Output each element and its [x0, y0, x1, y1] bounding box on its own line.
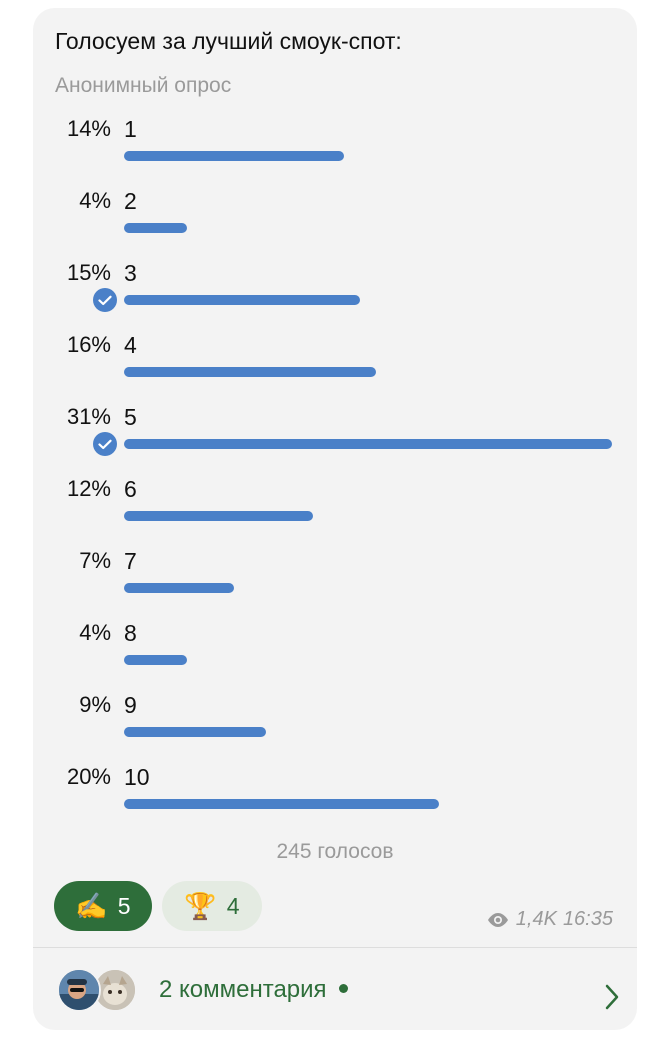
poll-option[interactable]: 16% 4: [33, 332, 637, 394]
comments-button[interactable]: 2 комментария: [33, 948, 637, 1030]
option-result-bar: [124, 511, 313, 521]
reaction-trophy[interactable]: 🏆 4: [162, 881, 262, 931]
poll-title: Голосуем за лучший смоук-спот:: [55, 28, 402, 54]
option-label: 4: [124, 332, 137, 358]
reaction-count: 5: [117, 892, 131, 919]
comments-label: 2 комментария: [159, 976, 348, 1004]
chevron-right-icon: [605, 984, 619, 1010]
poll-option[interactable]: 20% 10: [33, 764, 637, 826]
option-result-bar: [124, 151, 344, 161]
option-percent: 20%: [66, 764, 111, 789]
message-meta: 1,4K 16:35: [486, 908, 613, 931]
option-result-bar: [124, 295, 360, 305]
checkmark-icon: [93, 288, 117, 312]
option-percent: 7%: [79, 548, 111, 573]
option-percent: 4%: [79, 620, 111, 645]
option-percent: 4%: [79, 188, 111, 213]
poll-option[interactable]: 12% 6: [33, 476, 637, 538]
checkmark-icon: [93, 432, 117, 456]
option-percent: 31%: [66, 404, 111, 429]
poll-total-votes: 245 голосов: [276, 840, 394, 863]
option-label: 5: [124, 404, 137, 430]
view-count: 1,4K: [515, 908, 557, 930]
option-label: 8: [124, 620, 137, 646]
poll-message-bubble: Голосуем за лучший смоук-спот: Анонимный…: [33, 8, 637, 1030]
option-result-bar: [124, 367, 376, 377]
option-label: 9: [124, 692, 137, 718]
option-result-bar: [124, 223, 187, 233]
option-result-bar: [124, 727, 266, 737]
option-label: 6: [124, 476, 137, 502]
option-percent: 12%: [66, 476, 111, 501]
option-percent: 15%: [66, 260, 111, 285]
option-label: 1: [124, 116, 137, 142]
option-label: 10: [124, 764, 150, 790]
poll-option[interactable]: 7% 7: [33, 548, 637, 610]
option-result-bar: [124, 439, 612, 449]
trophy-icon: 🏆: [184, 891, 217, 921]
option-label: 7: [124, 548, 137, 574]
option-percent: 14%: [66, 116, 111, 141]
poll-option[interactable]: 15% 3: [33, 260, 637, 322]
poll-option[interactable]: 4% 8: [33, 620, 637, 682]
poll-type-label: Анонимный опрос: [55, 74, 232, 97]
option-result-bar: [124, 583, 234, 593]
option-label: 2: [124, 188, 137, 214]
eye-icon: [487, 912, 508, 927]
poll-option[interactable]: 9% 9: [33, 692, 637, 754]
option-result-bar: [124, 799, 439, 809]
reaction-writing-hand[interactable]: ✍️ 5: [54, 881, 152, 931]
option-result-bar: [124, 655, 187, 665]
poll-option[interactable]: 14% 1: [33, 116, 637, 178]
option-percent: 16%: [66, 332, 111, 357]
message-time: 16:35: [562, 908, 613, 930]
comments-count-text: 2 комментария: [159, 976, 327, 1003]
reaction-count: 4: [226, 892, 240, 919]
unread-dot: [338, 984, 348, 994]
option-percent: 9%: [79, 692, 111, 717]
poll-option[interactable]: 4% 2: [33, 188, 637, 250]
writing-hand-icon: ✍️: [75, 891, 108, 921]
avatar: [57, 968, 101, 1012]
option-label: 3: [124, 260, 137, 286]
comments-divider: [33, 947, 637, 948]
poll-option[interactable]: 31% 5: [33, 404, 637, 466]
